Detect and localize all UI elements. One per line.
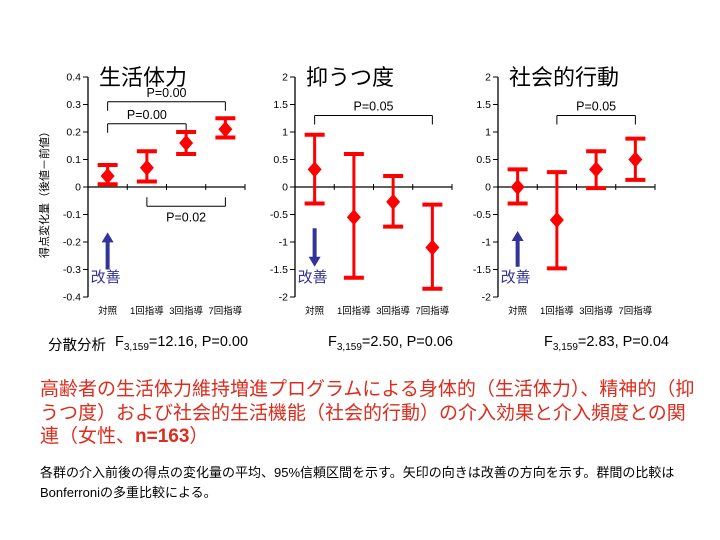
y-tick-label: 0.5 bbox=[476, 154, 491, 166]
improvement-label: 改善 bbox=[298, 269, 328, 286]
improvement-label: 改善 bbox=[91, 269, 121, 286]
improvement-arrow bbox=[308, 228, 321, 267]
y-tick-label: 2 bbox=[485, 72, 491, 84]
mean-marker bbox=[100, 168, 115, 184]
y-tick-label: 0.2 bbox=[66, 127, 81, 139]
anova-result-social-behavior: F3,159=2.83, P=0.04 bbox=[544, 334, 669, 353]
y-tick-label: -1 bbox=[482, 237, 491, 249]
chart-title: 抑うつ度 bbox=[306, 65, 394, 90]
chart-title: 生活体力 bbox=[99, 65, 187, 90]
mean-marker bbox=[549, 212, 564, 228]
improvement-arrow bbox=[511, 231, 524, 267]
chart-depression: 抑うつ度 2 1.5 1 0.5 0 -0.5 -1 -1.5 -2 対照 1回指導 3回指導 7回指導 P… bbox=[270, 65, 453, 317]
y-tick-label: -0.5 bbox=[473, 209, 491, 221]
y-tick-label: 1.5 bbox=[273, 99, 288, 111]
error-bar bbox=[343, 152, 364, 280]
y-tick-label: 0.4 bbox=[66, 72, 81, 84]
mean-marker bbox=[179, 135, 194, 151]
mean-marker bbox=[425, 239, 440, 256]
error-bar bbox=[507, 167, 528, 206]
category-label: 1回指導 bbox=[337, 305, 371, 317]
y-tick-label: -0.1 bbox=[63, 209, 81, 221]
y-tick-label: -2 bbox=[279, 292, 288, 304]
category-label: 対照 bbox=[508, 305, 528, 317]
error-bar bbox=[304, 132, 325, 206]
arrow-head-icon bbox=[101, 232, 114, 243]
mean-marker bbox=[386, 193, 401, 210]
anova-label: 分散分析 bbox=[48, 338, 106, 354]
mean-marker bbox=[510, 179, 525, 195]
anova-result-depression: F3,159=2.50, P=0.06 bbox=[328, 334, 453, 353]
significance-bracket: P=0.05 bbox=[556, 100, 636, 125]
mean-marker bbox=[218, 121, 233, 138]
p-value-label: P=0.00 bbox=[147, 86, 187, 100]
error-bar bbox=[625, 136, 646, 182]
error-bar bbox=[215, 116, 236, 140]
error-bar bbox=[97, 163, 118, 187]
category-label: 3回指導 bbox=[376, 305, 410, 317]
y-axis-title: 得点変化量（後値－前値） bbox=[37, 126, 51, 258]
arrow-head-icon bbox=[308, 256, 321, 267]
error-bar bbox=[176, 130, 197, 156]
y-tick-label: 0.5 bbox=[273, 154, 288, 166]
anova-result-physical-fitness: F3,159=12.16, P=0.00 bbox=[115, 334, 249, 353]
y-tick-label: 0.3 bbox=[66, 99, 81, 111]
error-bar bbox=[136, 149, 157, 184]
y-tick-label: 1.5 bbox=[476, 99, 491, 111]
error-bar bbox=[586, 149, 607, 191]
significance-bracket: P=0.05 bbox=[314, 100, 433, 125]
category-label: 対照 bbox=[305, 305, 325, 317]
category-label: 3回指導 bbox=[169, 305, 203, 317]
error-bar bbox=[383, 174, 404, 229]
chart-social-behavior: 社会的行動 2 1.5 1 0.5 0 -0.5 -1 -1.5 -2 対照 1回指導 3回指導 7回指導… bbox=[473, 65, 656, 317]
p-value-label: P=0.00 bbox=[127, 108, 167, 122]
sample-size: n=163 bbox=[135, 426, 190, 447]
significance-bracket: P=0.02 bbox=[146, 197, 226, 224]
y-tick-label: -0.3 bbox=[63, 264, 81, 276]
mean-marker bbox=[307, 161, 322, 178]
category-label: 7回指導 bbox=[208, 305, 242, 317]
y-tick-label: -0.2 bbox=[63, 237, 81, 249]
chart-title: 社会的行動 bbox=[509, 65, 619, 90]
y-tick-label: -1 bbox=[279, 237, 288, 249]
y-tick-label: 0 bbox=[75, 182, 81, 194]
improvement-label: 改善 bbox=[501, 269, 531, 286]
mean-marker bbox=[628, 151, 643, 168]
error-bar bbox=[546, 170, 567, 271]
category-label: 3回指導 bbox=[579, 305, 613, 317]
mean-marker bbox=[346, 209, 361, 226]
category-label: 1回指導 bbox=[130, 305, 164, 317]
y-tick-label: 0 bbox=[282, 182, 288, 194]
y-tick-label: -1.5 bbox=[270, 264, 288, 276]
p-value-label: P=0.02 bbox=[166, 210, 206, 224]
mean-marker bbox=[589, 161, 604, 178]
y-tick-label: -0.4 bbox=[63, 292, 81, 304]
y-tick-label: 2 bbox=[282, 72, 288, 84]
arrow-head-icon bbox=[511, 231, 524, 241]
significance-bracket: P=0.00 bbox=[107, 108, 187, 133]
y-tick-label: 1 bbox=[282, 127, 288, 139]
y-tick-label: 0 bbox=[485, 182, 491, 194]
figure-summary-title: 高齢者の生活体力維持増進プログラムによる身体的（生活体力）、精神的（抑うつ度）お… bbox=[40, 379, 695, 447]
y-tick-label: -0.5 bbox=[270, 209, 288, 221]
category-label: 1回指導 bbox=[540, 305, 574, 317]
p-value-label: P=0.05 bbox=[576, 100, 616, 114]
figure-caption: 各群の介入前後の得点の変化量の平均、95%信頼区間を示す。矢印の向きは改善の方向… bbox=[40, 465, 675, 500]
p-value-label: P=0.05 bbox=[354, 100, 394, 114]
significance-bracket: P=0.00 bbox=[107, 86, 226, 111]
category-label: 対照 bbox=[98, 305, 118, 317]
y-tick-label: -1.5 bbox=[473, 264, 491, 276]
mean-marker bbox=[139, 159, 154, 176]
y-tick-label: -2 bbox=[482, 292, 491, 304]
error-bar bbox=[422, 202, 443, 291]
improvement-arrow bbox=[101, 232, 114, 270]
category-label: 7回指導 bbox=[415, 305, 449, 317]
y-tick-label: 1 bbox=[485, 127, 491, 139]
category-label: 7回指導 bbox=[618, 305, 652, 317]
y-tick-label: 0.1 bbox=[66, 154, 81, 166]
